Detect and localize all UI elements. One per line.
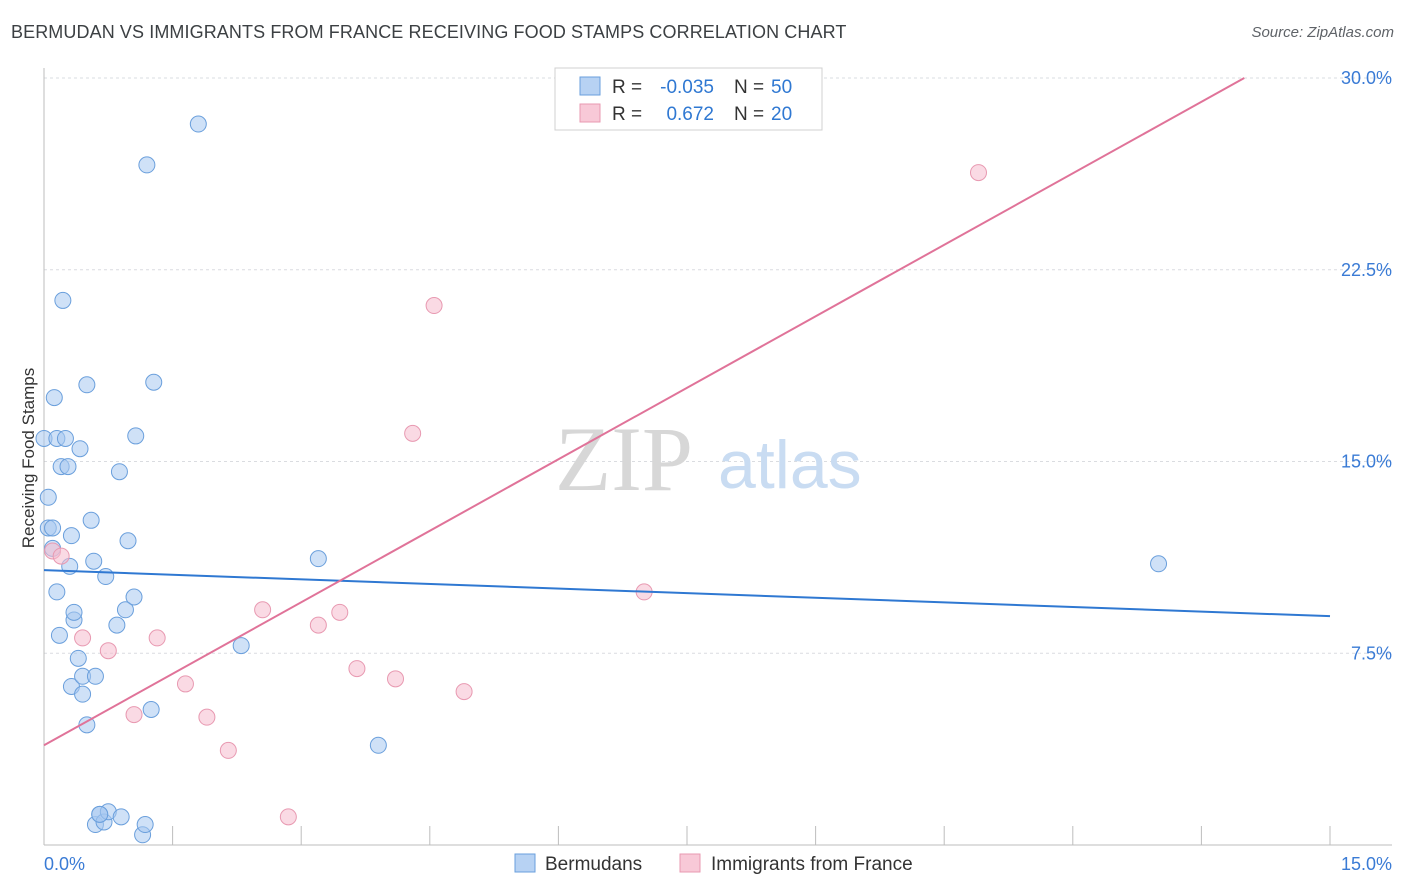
bermudans-point-3 xyxy=(44,519,62,537)
bermudans-point-21 xyxy=(74,685,92,703)
bermudans-point-8 xyxy=(50,626,68,644)
chart-title: BERMUDAN VS IMMIGRANTS FROM FRANCE RECEI… xyxy=(11,22,847,42)
y-axis-label: Receiving Food Stamps xyxy=(19,368,38,548)
bermudans-point-7 xyxy=(48,583,66,601)
stats-legend: R = -0.035 N = 50 R = 0.672 N = 20 xyxy=(554,67,823,131)
legend-n-label-2: N = xyxy=(734,104,764,125)
bermudans-point-22 xyxy=(78,376,96,394)
bermudans-point-44 xyxy=(189,115,207,133)
france-point-2 xyxy=(99,642,117,660)
bermudans-point-35 xyxy=(116,601,134,619)
france-point-7 xyxy=(219,741,237,759)
bermudans-point-5 xyxy=(45,389,63,407)
legend-n-value-2: 20 xyxy=(771,104,792,125)
bermudans-point-2 xyxy=(39,488,57,506)
bermudans-point-19 xyxy=(71,440,89,458)
france-point-12 xyxy=(348,660,366,678)
bermudans-point-42 xyxy=(142,700,160,718)
france-point-11 xyxy=(331,603,349,621)
bermudans-point-40 xyxy=(136,816,154,834)
france-point-5 xyxy=(176,675,194,693)
y-tick-label-2: 22.5% xyxy=(1341,260,1392,280)
bermudans-point-41 xyxy=(138,156,156,174)
series-legend: Bermudans Immigrants from France xyxy=(514,853,913,875)
bermudans-point-37 xyxy=(125,588,143,606)
france-point-4 xyxy=(148,629,166,647)
y-tick-label-0: 7.5% xyxy=(1351,643,1392,663)
watermark-zip: ZIP xyxy=(555,408,693,510)
bermudans-point-45 xyxy=(232,637,250,655)
legend-r-label-1: R = xyxy=(612,77,642,98)
france-points xyxy=(44,164,987,826)
source-label: Source: ZipAtlas.com xyxy=(1251,24,1394,41)
france-point-13 xyxy=(387,670,405,688)
legend-swatch-france xyxy=(579,103,601,123)
france-point-9 xyxy=(279,808,297,826)
bermudans-point-12 xyxy=(59,458,77,476)
legend-r-value-1: -0.035 xyxy=(660,77,714,98)
y-tick-label-3: 30.0% xyxy=(1341,68,1392,88)
bermudans-trend-line xyxy=(43,569,1331,618)
france-point-8 xyxy=(254,601,272,619)
bermudans-point-14 xyxy=(62,527,80,545)
bermudans-point-47 xyxy=(369,736,387,754)
x-axis-ticks xyxy=(172,826,1331,845)
series-legend-label-bermudans: Bermudans xyxy=(545,854,642,875)
france-point-6 xyxy=(198,708,216,726)
bermudans-point-38 xyxy=(127,427,145,445)
bermudans-point-24 xyxy=(82,511,100,529)
series-legend-label-france: Immigrants from France xyxy=(711,854,913,875)
watermark-atlas: atlas xyxy=(718,427,862,503)
watermark: ZIP atlas xyxy=(555,408,862,510)
france-point-15 xyxy=(425,297,443,315)
bermudans-point-11 xyxy=(56,429,74,447)
france-point-1 xyxy=(74,629,92,647)
trend-lines xyxy=(43,77,1331,747)
bermudans-point-26 xyxy=(86,667,104,685)
bermudans-point-49 xyxy=(91,805,109,823)
bermudans-point-48 xyxy=(1150,555,1168,573)
bermudans-point-46 xyxy=(309,550,327,568)
bermudans-point-36 xyxy=(119,532,137,550)
bermudans-point-25 xyxy=(85,552,103,570)
france-point-3 xyxy=(125,706,143,724)
bermudans-point-30 xyxy=(97,568,115,586)
legend-r-label-2: R = xyxy=(612,104,642,125)
bermudans-point-43 xyxy=(145,373,163,391)
series-legend-swatch-bermudans xyxy=(514,853,536,873)
bermudans-point-33 xyxy=(110,463,128,481)
france-trend-line xyxy=(43,77,1245,747)
bermudans-point-32 xyxy=(108,616,126,634)
legend-r-value-2: 0.672 xyxy=(666,104,714,125)
y-tick-label-1: 15.0% xyxy=(1341,452,1392,472)
series-legend-swatch-france xyxy=(679,853,701,873)
bermudans-point-34 xyxy=(112,808,130,826)
legend-swatch-bermudans xyxy=(579,76,601,96)
france-point-19 xyxy=(52,547,70,565)
x-tick-label-1: 15.0% xyxy=(1341,854,1392,874)
bermudans-point-10 xyxy=(54,291,72,309)
x-tick-labels: 0.0% 15.0% xyxy=(44,854,1392,874)
legend-n-value-1: 50 xyxy=(771,77,792,98)
x-tick-label-0: 0.0% xyxy=(44,854,85,874)
france-point-14 xyxy=(404,424,422,442)
france-point-16 xyxy=(455,683,473,701)
legend-n-label-1: N = xyxy=(734,77,764,98)
grid-lines xyxy=(44,77,1392,654)
bermudans-point-17 xyxy=(65,603,83,621)
france-point-10 xyxy=(309,616,327,634)
y-tick-labels: 7.5% 15.0% 22.5% 30.0% xyxy=(1341,68,1392,663)
bermudans-point-18 xyxy=(69,649,87,667)
france-point-18 xyxy=(969,164,987,182)
